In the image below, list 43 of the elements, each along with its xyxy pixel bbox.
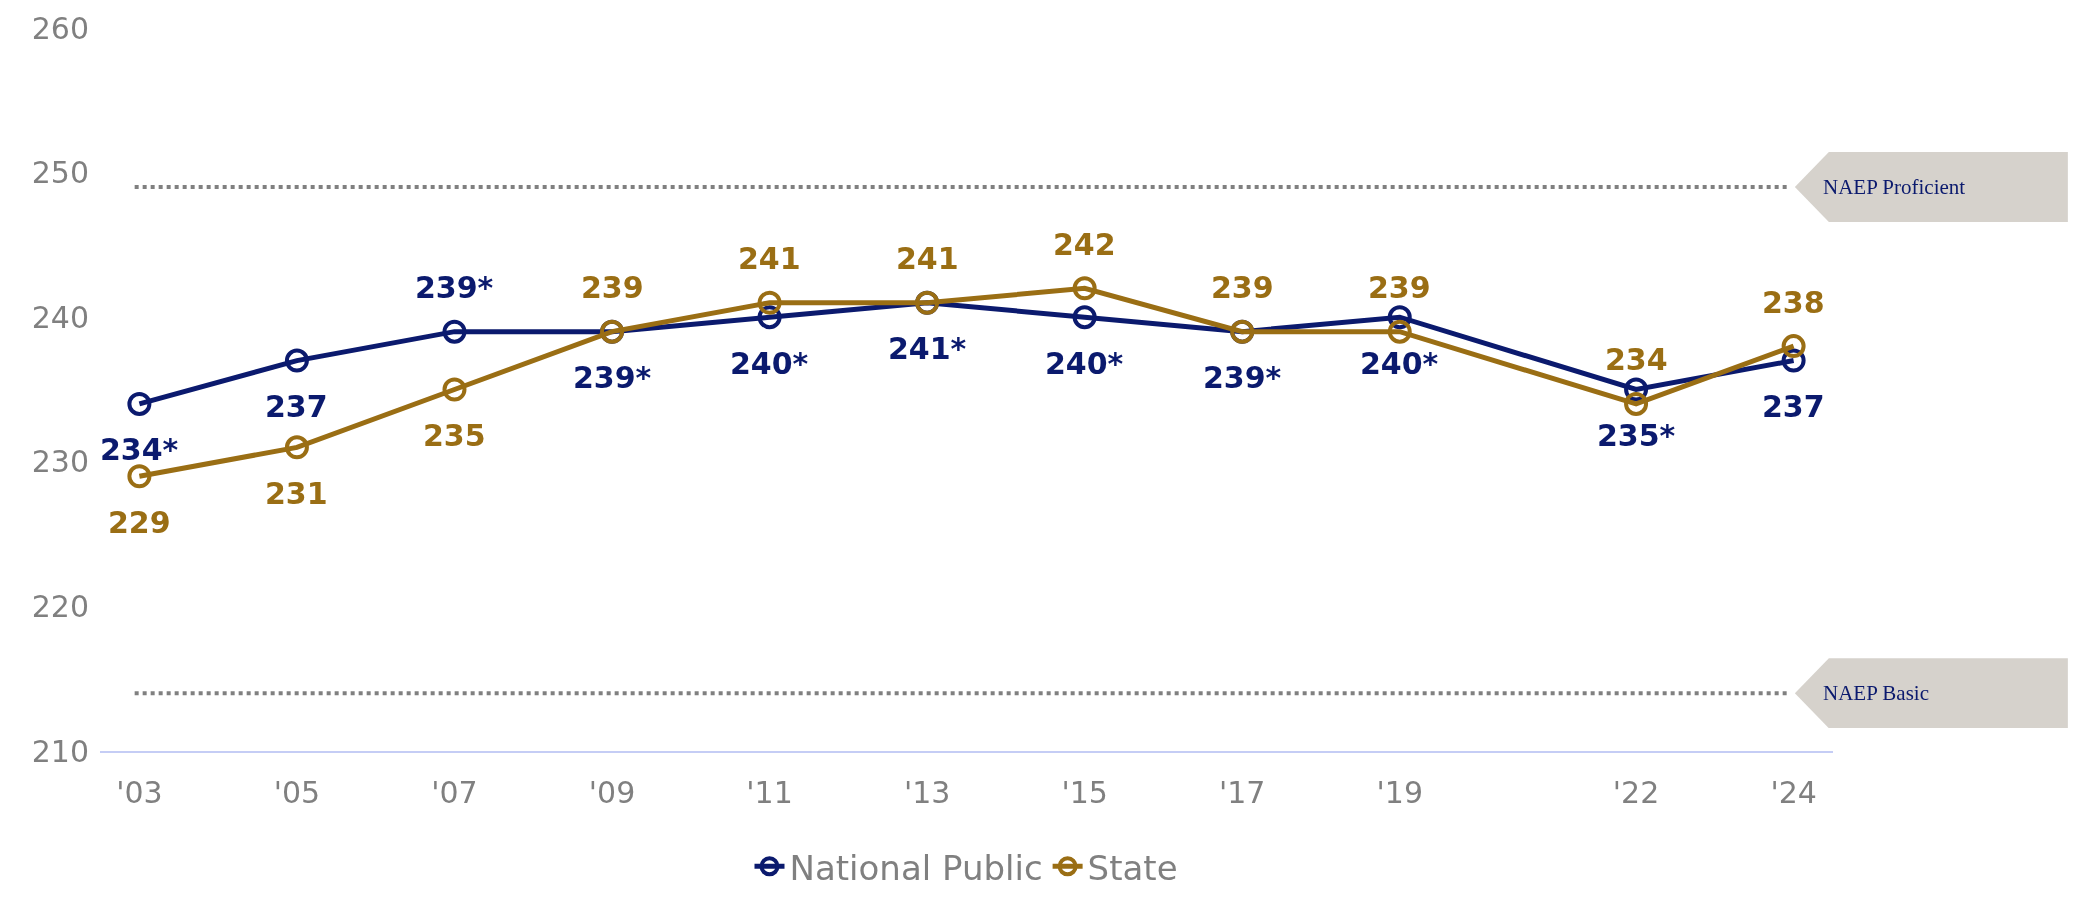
y-tick-label: 250 (31, 155, 89, 191)
data-label: 235* (1597, 418, 1676, 453)
data-label: 239 (1368, 270, 1431, 305)
x-tick-label: '24 (1770, 774, 1817, 810)
legend-label: State (1087, 847, 1178, 888)
y-tick-label: 230 (31, 444, 89, 480)
x-tick-label: '05 (273, 774, 321, 810)
data-label: 239* (415, 270, 494, 305)
data-label: 229 (108, 505, 171, 540)
x-tick-label: '13 (903, 774, 951, 810)
data-label: 241* (888, 331, 967, 366)
data-label: 240* (1045, 346, 1124, 381)
y-tick-label: 210 (31, 733, 89, 769)
data-label: 237 (265, 389, 328, 424)
data-label: 235 (423, 418, 486, 453)
x-tick-label: '22 (1612, 774, 1660, 810)
y-tick-label: 240 (31, 299, 89, 335)
data-label: 234 (1605, 342, 1668, 377)
x-tick-label: '19 (1376, 774, 1423, 810)
x-tick-label: '03 (116, 774, 163, 810)
legend-label: National Public (789, 847, 1043, 888)
ref-line-label: NAEP Proficient (1823, 175, 1966, 199)
x-tick-label: '11 (746, 774, 793, 810)
data-label: 240* (730, 346, 809, 381)
data-label: 239* (573, 360, 652, 395)
data-label: 242 (1053, 227, 1116, 262)
x-tick-label: '09 (588, 774, 636, 810)
x-tick-label: '17 (1218, 774, 1266, 810)
data-label: 241 (738, 241, 801, 276)
x-tick-label: '07 (431, 774, 478, 810)
data-label: 239* (1203, 360, 1282, 395)
ref-line-label: NAEP Basic (1823, 681, 1929, 705)
data-label: 239 (581, 270, 644, 305)
data-label: 231 (265, 476, 328, 511)
data-label: 238 (1762, 285, 1825, 320)
y-tick-label: 220 (31, 588, 89, 624)
data-label: 239 (1211, 270, 1274, 305)
x-tick-label: '15 (1061, 774, 1108, 810)
data-label: 241 (896, 241, 959, 276)
data-label: 240* (1360, 346, 1439, 381)
data-label: 237 (1762, 389, 1825, 424)
data-label: 234* (100, 432, 179, 467)
y-tick-label: 260 (31, 10, 89, 46)
